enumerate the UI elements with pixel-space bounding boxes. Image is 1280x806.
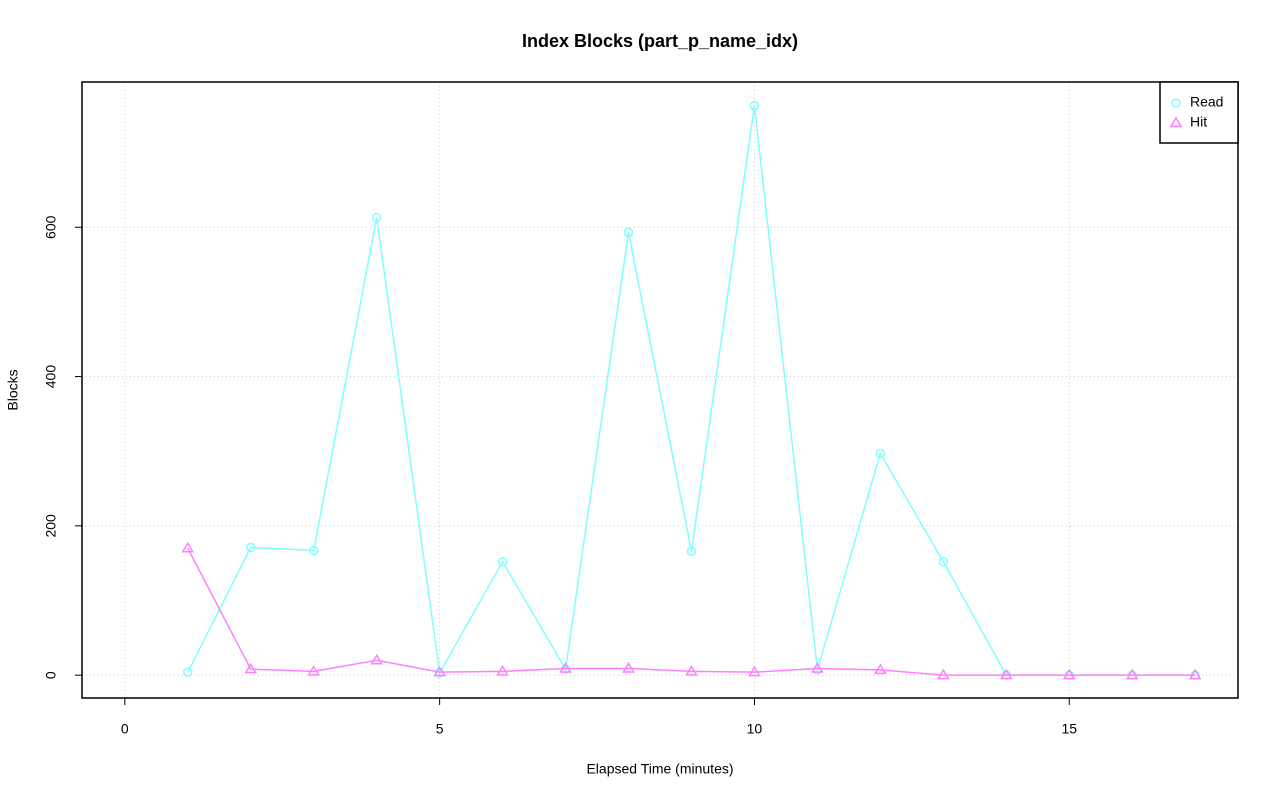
point [999, 668, 1013, 680]
point [245, 542, 256, 553]
x-tick-label: 15 [1061, 721, 1077, 737]
point [497, 556, 508, 567]
point [875, 448, 886, 459]
x-tick-label: 5 [436, 721, 444, 737]
chart-title: Index Blocks (part_p_name_idx) [522, 31, 798, 51]
point [559, 661, 572, 673]
y-axis-label: Blocks [5, 369, 21, 410]
y-tick-label: 0 [43, 671, 59, 679]
y-tick-label: 400 [43, 365, 59, 389]
point [244, 662, 258, 674]
legend-label: Read [1190, 94, 1223, 110]
point [938, 556, 949, 567]
point [308, 545, 319, 556]
x-axis-label: Elapsed Time (minutes) [586, 761, 733, 777]
series-line [187, 547, 1196, 676]
point [1188, 668, 1202, 680]
point [181, 541, 195, 553]
legend-box [1159, 81, 1239, 144]
y-tick-label: 600 [43, 215, 59, 239]
point [685, 664, 698, 676]
x-tick-label: 0 [121, 721, 129, 737]
point [183, 667, 193, 677]
point [748, 665, 761, 677]
point [622, 661, 635, 673]
point [937, 668, 950, 680]
point [874, 663, 887, 675]
y-tick-label: 200 [43, 514, 59, 538]
point [749, 100, 760, 111]
point [496, 664, 509, 676]
plot-frame [81, 81, 1239, 699]
point [686, 546, 697, 556]
point [433, 665, 446, 677]
point [1125, 668, 1139, 680]
point [811, 661, 824, 673]
point [307, 664, 321, 676]
point [1062, 668, 1076, 680]
point [371, 212, 382, 223]
legend-symbol [1171, 98, 1181, 108]
point [370, 653, 383, 665]
point [623, 227, 634, 238]
legend: Read Hit [1159, 81, 1239, 144]
legend-symbol [1169, 116, 1183, 128]
x-tick-label: 10 [747, 721, 763, 737]
legend-label: Hit [1190, 114, 1207, 130]
